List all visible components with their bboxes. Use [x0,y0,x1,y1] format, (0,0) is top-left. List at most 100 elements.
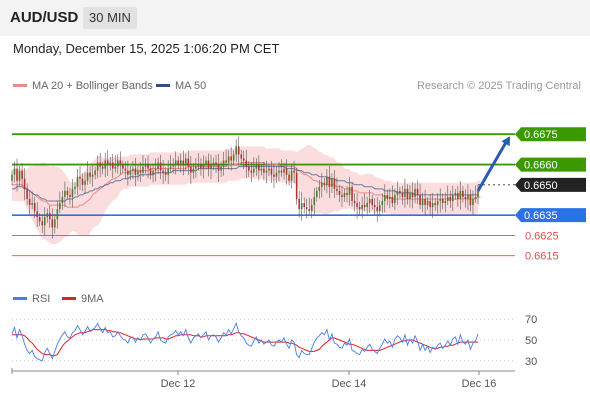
candle [255,164,258,169]
legend-ma20: MA 20 + Bollinger Bands [13,80,153,92]
candle [79,176,81,179]
candle [86,172,89,181]
candle [343,192,346,197]
candle [74,186,76,189]
candle [18,170,21,181]
candle [69,194,71,197]
candle [232,154,235,161]
candle [96,162,99,171]
legend-rsi-label: RSI [32,293,51,305]
header-bar: AUD/USD 30 MIN [0,0,590,36]
candle [56,209,59,220]
candle [454,192,457,195]
candle [396,190,399,195]
candle [84,180,86,185]
candle [439,198,441,202]
instrument-symbol[interactable]: AUD/USD [10,9,79,26]
candle [270,168,273,175]
candle [351,186,353,202]
rsi-tick-50: 50 [525,335,537,347]
candle [328,176,331,187]
candle [258,164,260,171]
candle [177,160,180,165]
timeframe-selector[interactable]: 30 MIN [83,7,137,29]
candle [16,168,18,181]
candle [230,156,232,161]
rsi-swatch [13,296,27,300]
candle [54,219,56,228]
candle [416,188,419,195]
legend-ma50: MA 50 [156,80,206,92]
candle [459,190,462,199]
rsi-tick-70: 70 [525,314,537,326]
candle [31,203,33,206]
candle [71,188,74,197]
candle [222,160,225,167]
candle [384,194,386,202]
ma20-swatch [13,83,27,87]
candle [452,194,454,202]
candle [179,160,182,165]
candle [197,164,200,167]
candle [187,158,190,167]
candle [378,205,381,212]
candle [164,172,167,175]
candle [457,192,459,199]
candle [190,166,192,173]
candle [76,176,79,187]
candle [346,192,348,195]
candle [101,166,104,169]
candle [336,188,338,191]
candle [308,209,311,212]
candle [162,170,164,173]
rsi-line [11,322,479,362]
projection-arrow-shaft [476,141,508,192]
candle [446,196,449,202]
candle [51,219,54,228]
candle [159,162,162,171]
candle [21,170,23,179]
candle [124,168,127,171]
candle [421,198,424,206]
level-label-0.6675: 0.6675 [524,129,558,141]
candle [293,170,295,173]
candle [94,170,96,175]
candle [429,201,431,208]
candle [472,198,474,206]
candle [381,201,384,206]
candle [119,160,122,165]
candle [210,164,212,169]
candle [356,203,358,208]
candle [26,188,28,199]
candle [462,190,464,197]
candle [247,166,250,171]
candle [290,170,293,181]
candle [318,186,321,191]
candle [99,162,101,167]
candle [399,190,401,193]
candle [64,190,66,197]
rsi-tick-30: 30 [525,356,537,368]
candle [207,160,210,169]
candle [240,154,243,159]
level-label-0.6660: 0.6660 [524,160,558,172]
candle [132,168,134,171]
level-tag-0.6675 [515,127,586,142]
candle [225,160,227,163]
candle [61,196,64,204]
candle [436,201,439,206]
candle [104,160,106,169]
candle [424,198,426,206]
candle [414,188,416,197]
candle [321,182,323,187]
candle [41,221,44,226]
candle [114,166,117,169]
candle [376,207,379,212]
candle [310,205,313,212]
candle [409,192,411,199]
candle [406,188,409,199]
candles-layer [11,136,479,239]
candle [394,194,396,204]
level-label-0.6635: 0.6635 [524,210,558,222]
